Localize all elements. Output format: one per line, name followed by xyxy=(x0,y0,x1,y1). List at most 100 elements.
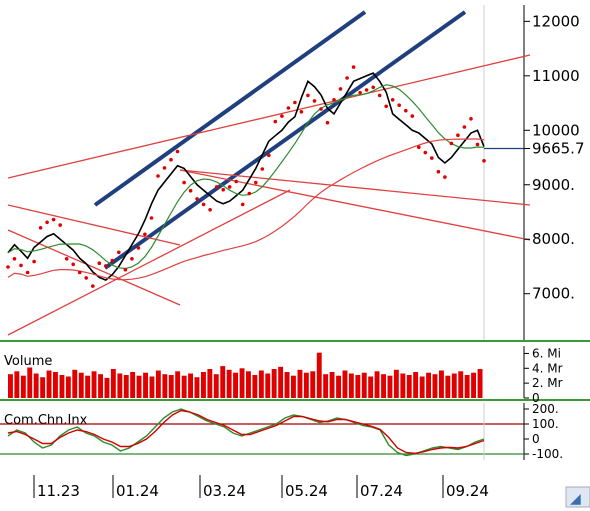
volume-bar xyxy=(207,369,213,398)
arrow-icon: ◢ xyxy=(570,491,581,507)
volume-tick-label: 0 xyxy=(532,391,540,405)
trend-channel-line xyxy=(93,10,367,207)
sar-dot xyxy=(64,257,69,261)
volume-bar xyxy=(342,370,348,398)
sar-dot xyxy=(58,223,62,227)
sar-dot xyxy=(38,226,43,230)
volume-panel-title: Volume xyxy=(4,354,52,369)
volume-bar xyxy=(355,375,361,398)
x-tick-label: 05.24 xyxy=(285,482,328,500)
sar-dot xyxy=(254,180,258,185)
sar-dot xyxy=(175,149,180,154)
volume-bar xyxy=(136,375,142,398)
sar-dot xyxy=(91,284,95,288)
price-tick-label: 8000. xyxy=(532,230,575,248)
volume-tick-label: 4. Mr xyxy=(532,361,563,375)
fan-line xyxy=(7,204,181,246)
sar-dot xyxy=(136,246,141,250)
volume-bar xyxy=(14,371,20,398)
sar-dot xyxy=(358,90,362,95)
sar-dot xyxy=(214,185,219,189)
volume-bar xyxy=(451,373,457,398)
volume-bar xyxy=(233,372,238,398)
sar-dot xyxy=(104,264,108,268)
volume-bar xyxy=(59,375,65,398)
volume-bar xyxy=(426,372,431,398)
fan-line xyxy=(179,169,531,206)
sar-dot xyxy=(201,202,206,207)
sar-dot xyxy=(162,166,167,170)
volume-bar xyxy=(168,375,174,398)
sar-dot xyxy=(234,179,238,184)
sar-dot xyxy=(312,99,317,103)
sar-dot xyxy=(221,187,225,192)
sar-dot xyxy=(280,114,284,118)
sar-dot xyxy=(25,270,30,275)
volume-bar xyxy=(445,375,451,398)
volume-bar xyxy=(72,369,78,398)
volume-bar xyxy=(175,371,181,398)
volume-bar xyxy=(471,372,476,398)
volume-bar xyxy=(188,373,193,398)
sar-dot xyxy=(182,180,186,185)
sar-dot xyxy=(364,88,369,92)
volume-bar xyxy=(464,375,470,398)
price-tick-label: 9000. xyxy=(532,176,575,194)
sar-dot xyxy=(443,175,447,179)
sar-dot xyxy=(208,208,212,212)
sar-dot xyxy=(123,267,128,272)
volume-bar xyxy=(104,377,110,398)
moving-average-line xyxy=(7,84,485,270)
volume-bar xyxy=(201,372,206,398)
volume-bar xyxy=(123,375,129,398)
fan-line xyxy=(179,169,531,241)
volume-bar xyxy=(252,375,258,398)
volume-bar xyxy=(258,370,264,398)
volume-bar xyxy=(162,374,168,398)
sar-dot xyxy=(6,265,10,269)
volume-bar xyxy=(246,371,251,398)
volume-bar xyxy=(85,375,91,398)
volume-bar xyxy=(130,372,136,398)
sar-dot xyxy=(390,98,395,102)
sar-dot xyxy=(156,174,160,178)
sar-dot xyxy=(32,259,36,264)
sar-dot xyxy=(247,191,252,196)
volume-bar xyxy=(226,369,232,398)
volume-bar xyxy=(400,373,406,398)
volume-bar xyxy=(323,374,329,398)
sar-dot xyxy=(384,104,389,109)
volume-bar xyxy=(149,376,155,398)
x-tick-label: 07.24 xyxy=(360,482,403,500)
sar-dot xyxy=(410,114,415,118)
volume-bar xyxy=(439,370,444,398)
volume-bar xyxy=(387,375,393,398)
volume-bar xyxy=(432,374,438,398)
volume-bar xyxy=(33,373,39,398)
volume-bar xyxy=(143,372,148,398)
price-tick-label: 9665.7 xyxy=(532,139,585,157)
volume-bar xyxy=(329,372,335,398)
volume-bar xyxy=(316,352,322,398)
volume-bar xyxy=(27,367,33,398)
sar-dot xyxy=(417,145,421,149)
sar-dot xyxy=(130,257,134,261)
volume-bar xyxy=(284,372,290,398)
volume-bar xyxy=(393,369,399,398)
sar-dot xyxy=(273,119,278,124)
volume-bar xyxy=(239,368,245,398)
volume-bar xyxy=(220,366,226,398)
volume-bar xyxy=(46,370,52,398)
x-tick-label: 09.24 xyxy=(446,482,489,500)
volume-bar xyxy=(374,371,380,398)
scroll-right-button[interactable]: ◢ xyxy=(565,486,590,508)
sar-dot xyxy=(267,153,271,158)
sar-dot xyxy=(110,258,115,263)
volume-bar xyxy=(8,374,13,398)
sar-dot xyxy=(377,93,382,98)
sar-dot xyxy=(169,157,173,162)
sar-dot xyxy=(51,217,56,222)
volume-bar xyxy=(458,371,464,398)
volume-bar xyxy=(98,374,103,398)
